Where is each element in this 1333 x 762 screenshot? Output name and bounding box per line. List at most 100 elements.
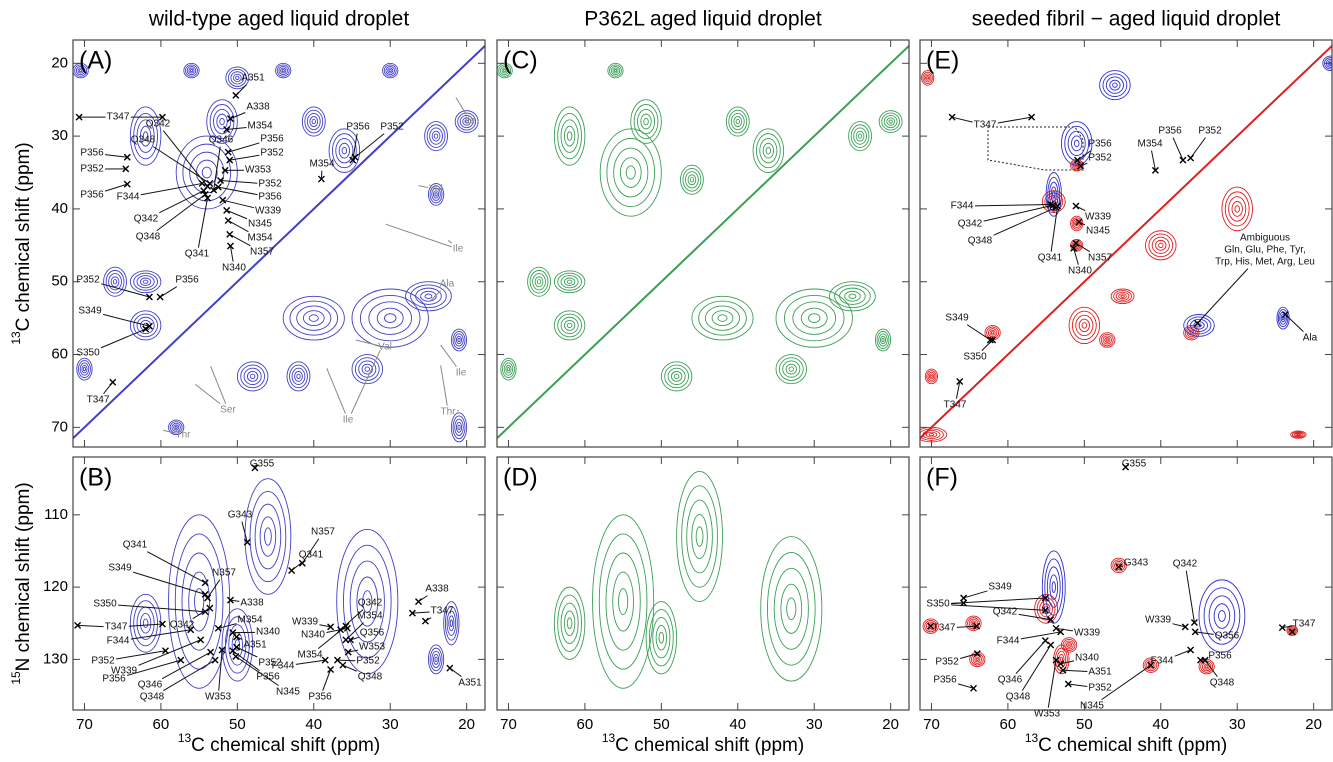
contour <box>536 279 542 285</box>
contour <box>560 119 579 153</box>
peak-marker <box>1047 641 1055 649</box>
contour <box>77 67 84 74</box>
contour <box>778 357 804 381</box>
contour <box>566 617 573 630</box>
leader-line <box>222 199 255 209</box>
column-title: P362L aged liquid droplet <box>584 8 822 31</box>
contour <box>1291 431 1305 438</box>
contour <box>553 270 586 294</box>
peak-marker <box>1057 628 1065 636</box>
peak-marker <box>229 647 237 655</box>
contour <box>1276 306 1290 330</box>
annotation-label: N357 <box>311 527 335 538</box>
leader-line <box>235 656 279 687</box>
contour <box>426 124 446 148</box>
contour <box>308 314 319 322</box>
contour <box>1115 291 1130 301</box>
contour <box>925 431 938 438</box>
diagonal-contour <box>926 44 1332 432</box>
contour <box>1146 660 1156 670</box>
leader-line <box>951 597 1046 604</box>
contour <box>291 367 306 385</box>
contour <box>695 526 704 547</box>
contour <box>201 166 212 179</box>
contour <box>232 73 242 83</box>
annotation-label: Q356 <box>360 628 385 639</box>
peak-marker <box>333 656 341 664</box>
panel-frame <box>919 456 1333 711</box>
contour <box>454 418 464 436</box>
peak-marker <box>1047 616 1055 624</box>
contour <box>1073 139 1080 148</box>
contour <box>557 313 582 338</box>
annotation-label: N357 <box>212 568 236 579</box>
peak-marker <box>198 179 206 187</box>
annotation-label: M354 <box>237 615 262 626</box>
contour <box>225 66 250 90</box>
contour <box>415 287 442 305</box>
contour <box>501 67 508 74</box>
contour <box>1228 196 1247 222</box>
contour <box>427 644 445 675</box>
contour <box>733 116 743 127</box>
peak-marker <box>1070 244 1078 252</box>
annotation-label: P352 <box>380 122 404 133</box>
contour <box>105 269 125 294</box>
contour <box>557 594 582 652</box>
contour <box>886 117 896 126</box>
leader-line <box>997 116 1032 124</box>
annotation-label: F344 <box>951 201 974 212</box>
contour <box>368 301 413 335</box>
contour <box>383 64 397 77</box>
contour <box>452 415 466 440</box>
annotation-label: M354 <box>1137 139 1162 150</box>
contour <box>1277 309 1289 328</box>
contour <box>311 118 316 125</box>
peak-marker <box>351 153 359 161</box>
contour <box>1109 79 1121 91</box>
leader-line <box>100 283 150 298</box>
leader-line <box>105 154 128 158</box>
contour <box>711 310 734 327</box>
contour <box>249 373 256 380</box>
peak-marker <box>346 636 354 644</box>
annotation-label: N345 <box>1086 226 1110 237</box>
x-tick-label: 20 <box>1305 716 1322 733</box>
contour <box>424 121 448 152</box>
leader-line <box>1055 627 1074 632</box>
y-axis-label: 13C chemical shift (ppm) <box>9 142 34 344</box>
annotation-label: S349 <box>988 582 1012 593</box>
leader-line <box>295 659 326 665</box>
leader-line <box>993 207 1057 236</box>
contour <box>658 631 665 644</box>
leader-line <box>128 623 163 627</box>
x-tick-label: 40 <box>1152 716 1169 733</box>
leader-line <box>152 146 211 184</box>
isotope: 15 <box>9 671 23 685</box>
contour <box>1100 333 1114 347</box>
annotation-label: G355 <box>1122 459 1147 470</box>
contour <box>1147 662 1154 669</box>
contour <box>1231 201 1243 217</box>
contour <box>259 516 277 557</box>
contour <box>78 360 91 379</box>
isotope: 13 <box>602 731 616 745</box>
contour <box>506 367 511 372</box>
spectrum <box>920 44 1332 443</box>
contour <box>219 117 225 126</box>
contour <box>359 294 421 342</box>
leader-line <box>955 381 961 399</box>
annotation-label: F344 <box>117 192 140 203</box>
peak-marker <box>1054 202 1062 210</box>
leader-line <box>138 639 201 666</box>
contour <box>876 331 890 349</box>
x-tick-label: 60 <box>153 716 170 733</box>
contour <box>358 360 377 378</box>
peak-marker <box>317 175 325 183</box>
contour <box>455 421 463 433</box>
leader-line <box>241 521 248 543</box>
contour <box>1280 313 1286 323</box>
peak-marker <box>218 646 226 654</box>
contour <box>929 624 933 628</box>
contour <box>235 75 240 80</box>
